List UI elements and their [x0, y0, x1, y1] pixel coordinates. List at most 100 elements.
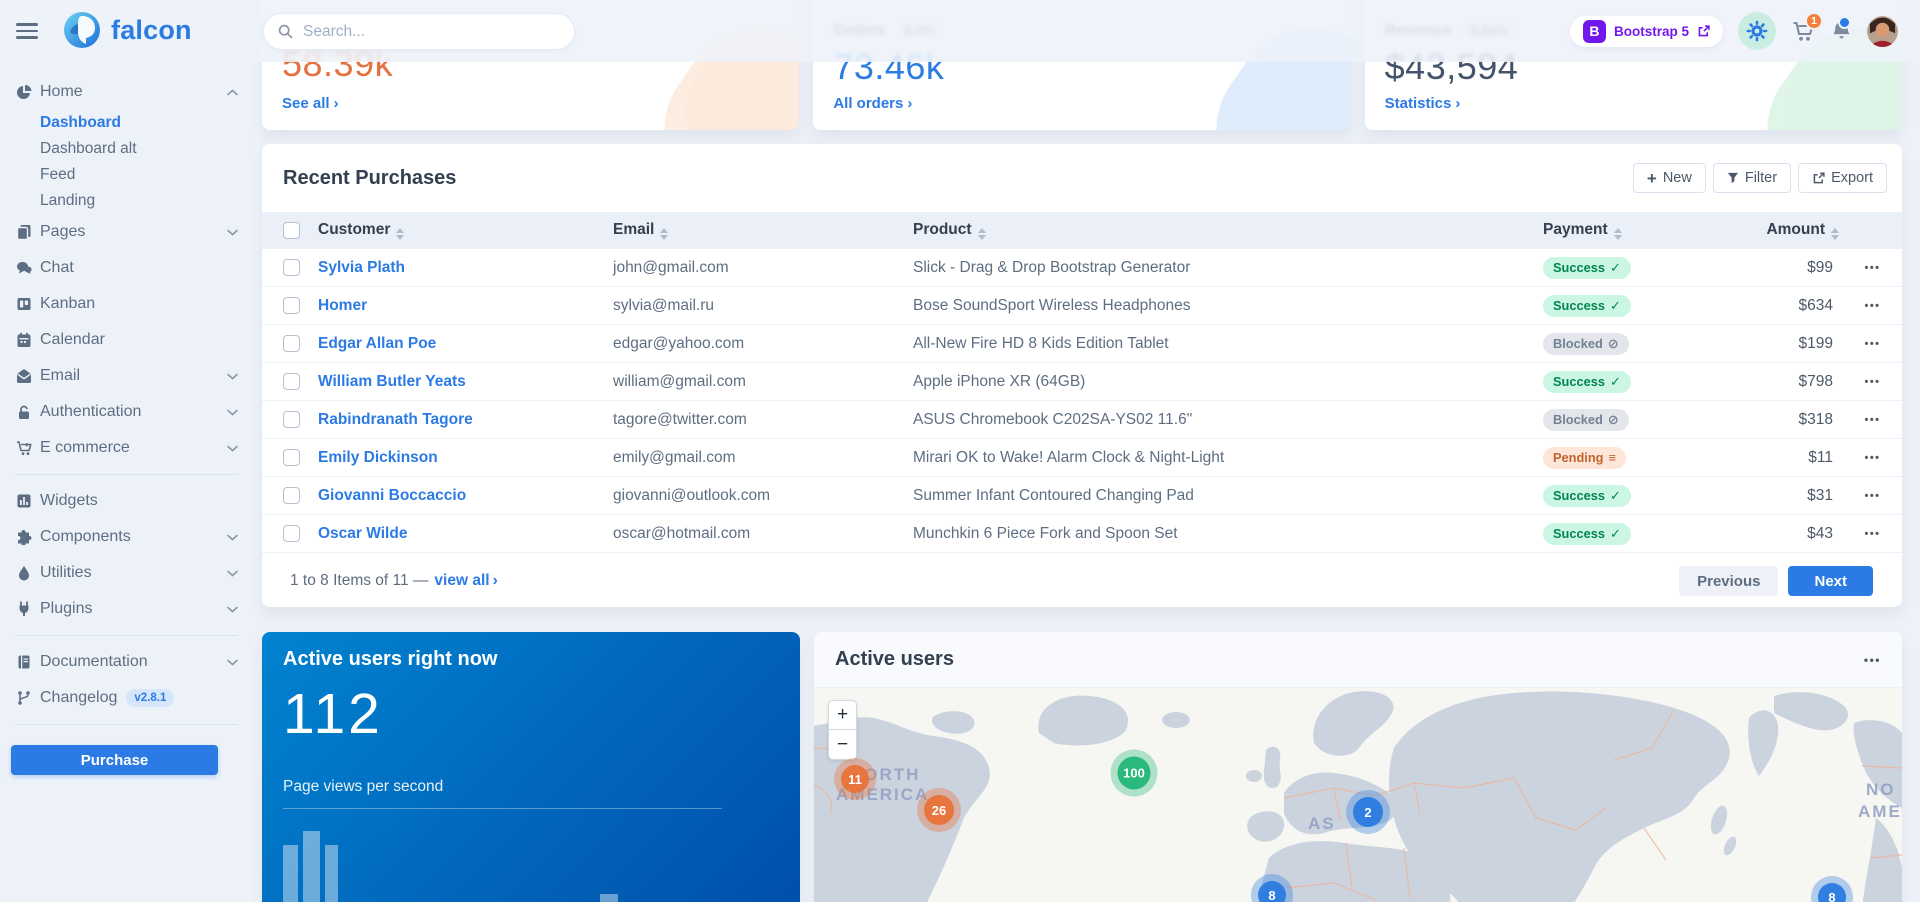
gear-icon	[1746, 20, 1768, 42]
sidebar-item-home[interactable]: Home	[15, 74, 238, 110]
row-menu-button[interactable]: •••	[1864, 451, 1881, 464]
sidebar-item-chat[interactable]: Chat	[15, 250, 238, 286]
cart-plus-icon	[15, 440, 32, 457]
sidebar-item-documentation[interactable]: Documentation	[15, 644, 238, 680]
customer-link[interactable]: Sylvia Plath	[318, 258, 406, 276]
amount-cell: $318	[1798, 410, 1833, 428]
row-checkbox[interactable]	[283, 335, 300, 352]
settings-button[interactable]	[1738, 12, 1776, 50]
chevron-down-icon	[227, 229, 238, 236]
customer-link[interactable]: Giovanni Boccaccio	[318, 486, 467, 504]
sidebar-item-components[interactable]: Components	[15, 519, 238, 555]
all-orders-link[interactable]: All orders ›	[833, 95, 913, 112]
chevron-down-icon	[227, 606, 238, 613]
export-button[interactable]: Export	[1798, 163, 1887, 193]
row-menu-button[interactable]: •••	[1864, 261, 1881, 274]
customer-link[interactable]: Oscar Wilde	[318, 524, 408, 542]
map-marker[interactable]: 8	[1818, 883, 1846, 902]
email-cell: sylvia@mail.ru	[613, 296, 714, 314]
sidebar-item-dashboard-alt[interactable]: Dashboard alt	[40, 140, 137, 157]
column-header-customer[interactable]: Customer	[318, 221, 613, 240]
map-marker[interactable]: 2	[1353, 797, 1383, 827]
active-users-map-card: Active users •••	[814, 632, 1902, 902]
new-button[interactable]: + New	[1632, 163, 1706, 193]
select-all-checkbox[interactable]	[283, 222, 300, 239]
brand-logo[interactable]: falcon	[62, 10, 192, 50]
filter-button[interactable]: Filter	[1712, 163, 1792, 193]
hamburger-menu-button[interactable]	[16, 23, 38, 43]
product-cell: Bose SoundSport Wireless Headphones	[913, 296, 1191, 314]
row-menu-button[interactable]: •••	[1864, 375, 1881, 388]
table-row: Emily Dickinson emily@gmail.com Mirari O…	[262, 439, 1902, 477]
cart-button[interactable]: 1	[1791, 12, 1823, 43]
email-cell: edgar@yahoo.com	[613, 334, 745, 352]
zoom-out-button[interactable]: −	[828, 730, 857, 760]
row-checkbox[interactable]	[283, 487, 300, 504]
table-row: Giovanni Boccaccio giovanni@outlook.com …	[262, 477, 1902, 515]
row-checkbox[interactable]	[283, 411, 300, 428]
row-checkbox[interactable]	[283, 259, 300, 276]
customer-link[interactable]: Rabindranath Tagore	[318, 410, 473, 428]
amount-cell: $199	[1798, 334, 1833, 352]
map-marker[interactable]: 100	[1117, 756, 1151, 790]
amount-cell: $634	[1798, 296, 1833, 314]
world-map: NORTH AMERICA AS NO AME + − 11 26 100 2 8 8	[814, 688, 1902, 902]
sidebar-item-dashboard[interactable]: Dashboard	[40, 114, 121, 131]
user-avatar[interactable]	[1867, 15, 1898, 47]
sidebar-item-changelog[interactable]: Changelog v2.8.1	[15, 680, 238, 716]
filter-icon	[1727, 172, 1738, 183]
column-header-payment[interactable]: Payment	[1543, 221, 1753, 240]
column-header-product[interactable]: Product	[913, 221, 1543, 240]
map-marker[interactable]: 11	[841, 765, 869, 793]
previous-button[interactable]: Previous	[1679, 566, 1779, 596]
status-badge: Success ✓	[1543, 256, 1631, 279]
purchase-button[interactable]: Purchase	[11, 745, 218, 775]
code-branch-icon	[15, 690, 32, 707]
sidebar-item-pages[interactable]: Pages	[15, 214, 238, 250]
map-marker[interactable]: 26	[924, 795, 954, 825]
sidebar-item-email[interactable]: Email	[15, 358, 238, 394]
row-checkbox[interactable]	[283, 449, 300, 466]
bootstrap-version-button[interactable]: B Bootstrap 5	[1569, 15, 1723, 47]
row-menu-button[interactable]: •••	[1864, 299, 1881, 312]
card-menu-button[interactable]: •••	[1863, 652, 1881, 667]
drop-icon	[15, 565, 32, 582]
customer-link[interactable]: Edgar Allan Poe	[318, 334, 437, 352]
map-region-label: NO	[1866, 780, 1896, 799]
map-marker[interactable]: 8	[1258, 881, 1286, 902]
customer-link[interactable]: William Butler Yeats	[318, 372, 466, 390]
search-input[interactable]	[301, 21, 560, 42]
statistics-link[interactable]: Statistics ›	[1384, 95, 1461, 112]
divider	[283, 807, 722, 809]
sidebar-item-feed[interactable]: Feed	[40, 166, 76, 183]
row-checkbox[interactable]	[283, 297, 300, 314]
see-all-link[interactable]: See all ›	[282, 95, 339, 112]
view-all-link[interactable]: view all	[434, 572, 490, 589]
row-menu-button[interactable]: •••	[1864, 413, 1881, 426]
next-button[interactable]: Next	[1788, 566, 1873, 596]
chevron-down-icon	[227, 373, 238, 380]
column-header-email[interactable]: Email	[613, 221, 913, 240]
customer-link[interactable]: Homer	[318, 296, 368, 314]
zoom-in-button[interactable]: +	[828, 700, 857, 730]
sidebar-item-landing[interactable]: Landing	[40, 192, 96, 209]
map-region-label: AME	[1858, 802, 1902, 821]
sidebar-item-kanban[interactable]: Kanban	[15, 286, 238, 322]
sidebar-item-utilities[interactable]: Utilities	[15, 555, 238, 591]
sidebar-item-widgets[interactable]: Widgets	[15, 483, 238, 519]
sidebar-item-authentication[interactable]: Authentication	[15, 394, 238, 430]
card-title: Active users right now	[283, 648, 498, 670]
email-cell: john@gmail.com	[613, 258, 729, 276]
sidebar-item-ecommerce[interactable]: E commerce	[15, 430, 238, 466]
row-menu-button[interactable]: •••	[1864, 337, 1881, 350]
row-menu-button[interactable]: •••	[1864, 489, 1881, 502]
column-header-amount[interactable]: Amount	[1753, 221, 1843, 240]
row-checkbox[interactable]	[283, 525, 300, 542]
status-badge: Blocked ⊘	[1543, 332, 1629, 355]
row-checkbox[interactable]	[283, 373, 300, 390]
sidebar-item-calendar[interactable]: Calendar	[15, 322, 238, 358]
row-menu-button[interactable]: •••	[1864, 527, 1881, 540]
sidebar-item-plugins[interactable]: Plugins	[15, 591, 238, 627]
customer-link[interactable]: Emily Dickinson	[318, 448, 438, 466]
notifications-button[interactable]	[1831, 16, 1852, 42]
